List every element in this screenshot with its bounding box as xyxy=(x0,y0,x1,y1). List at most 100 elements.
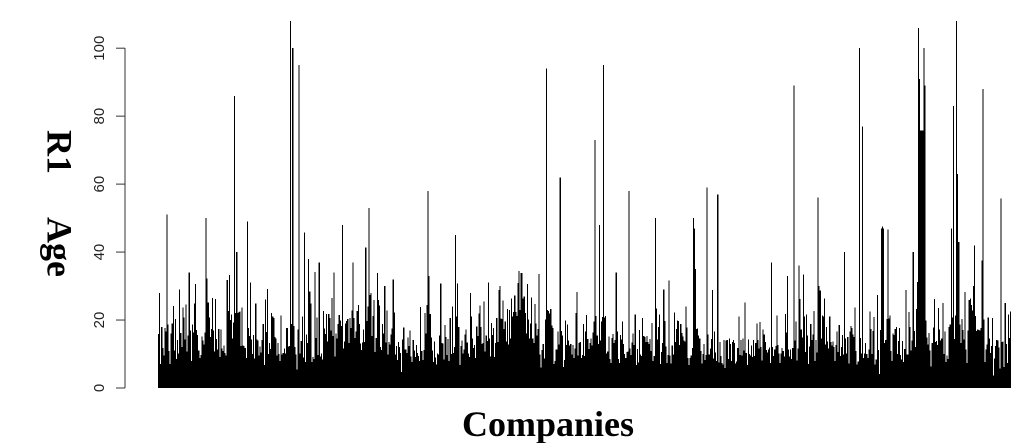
bar xyxy=(553,363,555,388)
bar xyxy=(678,321,680,388)
bar xyxy=(386,310,388,388)
bar xyxy=(655,308,657,388)
bar xyxy=(163,355,165,388)
bar xyxy=(221,348,223,388)
bar xyxy=(586,314,588,388)
bar xyxy=(917,27,920,389)
bar xyxy=(498,289,500,388)
bar xyxy=(360,349,363,388)
bar xyxy=(525,333,527,388)
bar xyxy=(809,346,811,388)
bar xyxy=(627,351,629,388)
bar xyxy=(298,65,300,389)
bar xyxy=(532,338,534,388)
bar xyxy=(713,331,716,388)
bar xyxy=(997,340,999,388)
bar xyxy=(887,229,889,388)
bar xyxy=(893,334,895,388)
bar xyxy=(1006,362,1008,388)
bar xyxy=(169,363,171,388)
bar xyxy=(355,331,357,388)
bar xyxy=(733,339,735,388)
bar xyxy=(908,312,910,388)
bar xyxy=(841,334,843,388)
bar xyxy=(697,328,699,388)
bar xyxy=(737,348,739,388)
bar xyxy=(348,342,350,388)
bar xyxy=(760,347,762,388)
bar xyxy=(590,338,592,388)
bar xyxy=(749,355,752,388)
bar xyxy=(662,343,664,388)
bar xyxy=(931,343,933,388)
bar xyxy=(331,297,333,388)
bar xyxy=(601,316,604,388)
bar xyxy=(342,348,345,388)
bar xyxy=(657,327,660,388)
bar xyxy=(690,355,692,388)
bar xyxy=(485,335,487,388)
bar xyxy=(392,279,394,388)
bar xyxy=(730,361,733,388)
bar xyxy=(444,325,446,388)
bar xyxy=(920,130,922,389)
bar xyxy=(653,356,655,388)
bar xyxy=(976,330,978,388)
bar xyxy=(516,315,518,388)
bar xyxy=(277,343,279,388)
bar xyxy=(253,334,255,388)
bar xyxy=(357,305,359,388)
bar xyxy=(568,340,570,388)
bar xyxy=(932,327,934,388)
bar xyxy=(659,314,661,388)
bar xyxy=(519,310,521,388)
bar xyxy=(214,351,216,388)
bar xyxy=(562,366,564,388)
bar xyxy=(972,286,975,388)
bar xyxy=(792,347,794,388)
bar xyxy=(297,329,299,388)
bar xyxy=(810,323,812,388)
bar xyxy=(237,312,239,388)
bar xyxy=(774,349,776,388)
bar xyxy=(852,334,854,388)
bar xyxy=(224,353,226,388)
bar xyxy=(843,252,846,388)
bar xyxy=(484,351,486,388)
bar xyxy=(191,324,193,388)
bar xyxy=(201,336,203,388)
bar xyxy=(431,350,433,388)
bar xyxy=(1009,311,1011,388)
bar xyxy=(461,340,463,388)
bar xyxy=(567,324,569,388)
bar xyxy=(702,354,704,388)
bar xyxy=(812,334,814,388)
bar xyxy=(761,360,763,388)
bar xyxy=(265,331,267,388)
bar xyxy=(888,318,890,388)
bar xyxy=(523,296,525,388)
bar xyxy=(517,283,519,388)
bar xyxy=(526,284,528,388)
bar xyxy=(795,321,797,388)
bar xyxy=(977,329,979,388)
bar xyxy=(724,367,726,388)
bar xyxy=(571,354,573,388)
bar xyxy=(593,321,595,388)
bar xyxy=(320,353,322,388)
bar xyxy=(219,357,221,388)
bar xyxy=(164,327,166,388)
bar xyxy=(1008,338,1010,388)
bar xyxy=(766,352,768,388)
bar xyxy=(652,360,654,388)
bar xyxy=(469,293,471,388)
bar xyxy=(906,354,908,388)
bar xyxy=(518,270,520,388)
bar xyxy=(563,360,565,388)
bar xyxy=(513,311,515,388)
bar xyxy=(750,345,753,388)
bar xyxy=(345,323,347,388)
bar xyxy=(373,299,375,388)
bar xyxy=(274,337,276,388)
bar xyxy=(694,269,697,388)
